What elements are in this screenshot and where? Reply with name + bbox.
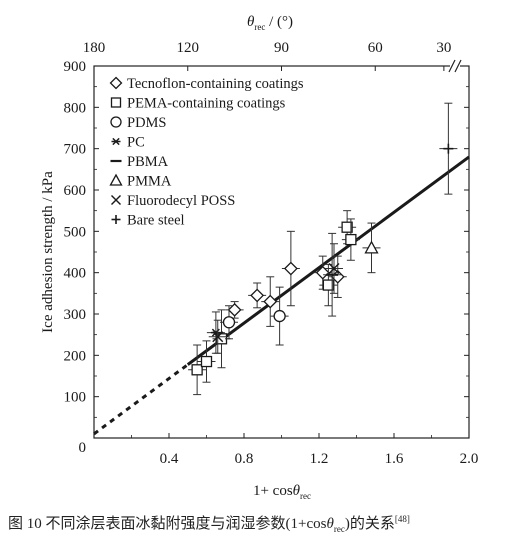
legend-label: Fluorodecyl POSS (127, 193, 235, 209)
square-marker (341, 221, 353, 233)
cross-stroke (212, 331, 224, 343)
legend-label: Bare steel (127, 213, 185, 229)
cross-stroke (328, 263, 340, 275)
y-tick-label: 0 (79, 440, 87, 456)
circle-marker (273, 309, 286, 323)
square-marker (345, 233, 357, 246)
figure-caption: 图 10 不同涂层表面冰黏附强度与润湿参数(1+cosθrec)的关系[48] (8, 514, 410, 534)
plus-marker (443, 143, 454, 154)
legend-label: PMMA (127, 174, 172, 190)
top-axis-title: θrec / (°) (247, 14, 293, 32)
diamond-marker (227, 302, 242, 317)
y-tick-label: 700 (64, 142, 87, 158)
fit-line-dashed (93, 363, 189, 436)
y-tick-label: 500 (64, 224, 87, 240)
diamond-marker (283, 261, 298, 276)
y-tick-label: 300 (64, 307, 87, 323)
triangle-marker (109, 173, 123, 186)
diamond-shape (250, 288, 265, 303)
circle-shape (110, 116, 122, 128)
asterisk-stroke (112, 137, 120, 146)
diamond-shape (109, 76, 123, 90)
diamond-shape (227, 302, 242, 317)
circle-marker (110, 116, 122, 128)
top-tick-label: 180 (83, 40, 106, 56)
x-tick-label: 0.4 (160, 451, 179, 467)
top-tick-labels: 180 120 90 60 30 (83, 40, 452, 56)
legend-label: Tecnoflon-containing coatings (127, 76, 304, 92)
axis-ticks (93, 65, 470, 439)
square-marker (200, 355, 213, 368)
y-tick-label: 600 (64, 183, 87, 199)
diamond-marker (250, 288, 265, 303)
legend-label: PDMS (127, 115, 167, 131)
fit-line (93, 155, 470, 436)
triangle-shape (109, 173, 123, 186)
y-tick-label: 100 (64, 390, 87, 406)
x-tick-label: 0.8 (235, 451, 254, 467)
cross-marker (212, 331, 224, 343)
x-tick-labels: 0.4 0.8 1.2 1.6 2.0 (160, 451, 479, 467)
square-shape (110, 97, 122, 108)
diamond-shape (263, 294, 278, 309)
y-tick-label: 900 (64, 59, 87, 75)
cross-marker (111, 195, 121, 205)
x-axis-title: 1+ cosθrec (253, 483, 311, 501)
cross-stroke (111, 195, 121, 205)
y-tick-label: 400 (64, 266, 87, 282)
y-tick-labels: 0 100 200 300 400 500 600 700 800 900 (64, 59, 87, 456)
top-tick-label: 120 (177, 40, 200, 56)
y-tick-label: 800 (64, 100, 87, 116)
triangle-shape (364, 240, 379, 254)
plus-marker (111, 215, 121, 224)
circle-marker (222, 316, 236, 329)
square-marker (322, 279, 335, 291)
x-tick-label: 2.0 (460, 451, 479, 467)
square-shape (345, 233, 357, 246)
diamond-shape (283, 261, 298, 276)
legend: Tecnoflon-containing coatings PEMA-contai… (109, 76, 304, 229)
legend-label: PBMA (127, 154, 169, 170)
triangle-marker (364, 240, 379, 254)
x-tick-label: 1.6 (385, 451, 404, 467)
legend-label: PC (127, 135, 145, 151)
diamond-shape (315, 265, 330, 280)
diamond-marker (109, 76, 123, 90)
fit-line-solid (186, 155, 470, 366)
circle-shape (273, 309, 286, 323)
cross-marker (328, 263, 340, 275)
legend-label: PEMA-containing coatings (127, 96, 286, 112)
square-shape (200, 355, 213, 368)
top-tick-label: 30 (436, 40, 451, 56)
square-shape (191, 364, 203, 376)
diamond-marker (315, 265, 330, 280)
square-marker (110, 97, 122, 108)
y-axis-title: Ice adhesion strength / kPa (40, 171, 56, 333)
y-tick-label: 200 (64, 348, 87, 364)
asterisk-marker (111, 137, 121, 146)
square-marker (191, 364, 203, 376)
data-points (188, 102, 458, 396)
diamond-marker (263, 294, 278, 309)
x-tick-label: 1.2 (310, 451, 329, 467)
circle-shape (222, 316, 236, 329)
top-tick-label: 90 (274, 40, 289, 56)
square-shape (322, 279, 335, 291)
square-shape (341, 221, 353, 233)
axis-break-mark (448, 59, 462, 73)
top-tick-label: 60 (368, 40, 383, 56)
